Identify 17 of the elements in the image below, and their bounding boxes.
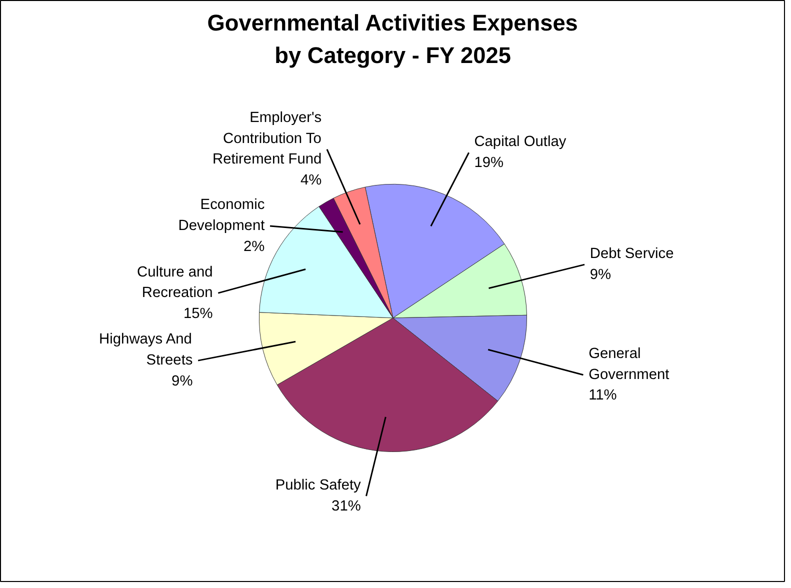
data-label: 19% — [474, 155, 504, 172]
slice-label: Capital Outlay — [474, 134, 567, 150]
slice-label: Culture and Recreation — [137, 264, 213, 302]
slice-label: Public Safety — [275, 478, 362, 494]
slice-label: General Government — [588, 346, 670, 383]
data-label: 4% — [300, 172, 322, 189]
slice-label: Debt Service — [590, 246, 674, 262]
slice-label: Highways And Streets — [99, 332, 193, 369]
chart-title: Governmental Activities Expenses by Category - FY 2025 — [207, 9, 578, 68]
data-label: 15% — [183, 306, 213, 322]
data-label: 2% — [243, 238, 265, 255]
data-label: 11% — [588, 388, 617, 404]
data-label: 9% — [590, 266, 612, 283]
slice-label: Economic Development — [178, 197, 265, 234]
data-label: 31% — [332, 498, 361, 514]
slice-label: Employer's Contribution To Retirement Fund — [212, 110, 322, 168]
data-label: 9% — [172, 373, 193, 390]
